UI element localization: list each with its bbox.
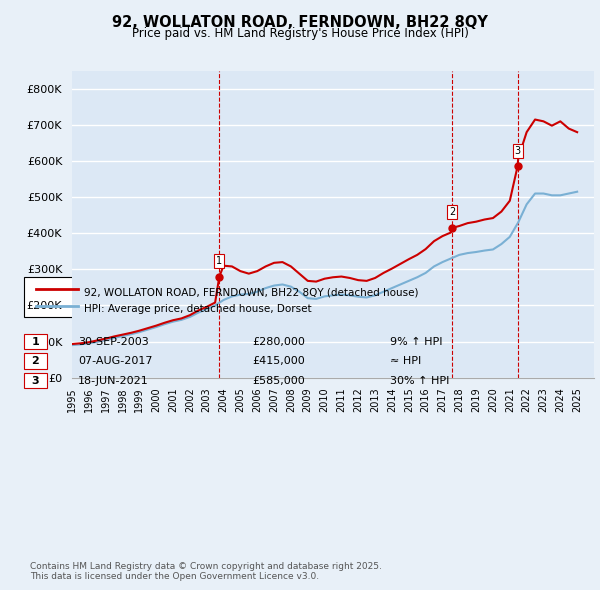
- Text: 9% ↑ HPI: 9% ↑ HPI: [390, 337, 443, 346]
- Text: 1: 1: [32, 337, 39, 346]
- Text: £280,000: £280,000: [252, 337, 305, 346]
- Text: 2: 2: [32, 356, 39, 366]
- Text: 3: 3: [32, 376, 39, 385]
- Text: 92, WOLLATON ROAD, FERNDOWN, BH22 8QY: 92, WOLLATON ROAD, FERNDOWN, BH22 8QY: [112, 15, 488, 30]
- Text: HPI: Average price, detached house, Dorset: HPI: Average price, detached house, Dors…: [84, 304, 311, 313]
- Text: 1: 1: [216, 255, 223, 266]
- Text: £415,000: £415,000: [252, 356, 305, 366]
- Text: ≈ HPI: ≈ HPI: [390, 356, 421, 366]
- Text: 3: 3: [514, 146, 521, 156]
- Text: 07-AUG-2017: 07-AUG-2017: [78, 356, 152, 366]
- Text: £585,000: £585,000: [252, 376, 305, 385]
- Text: 18-JUN-2021: 18-JUN-2021: [78, 376, 149, 385]
- Text: 30-SEP-2003: 30-SEP-2003: [78, 337, 149, 346]
- Text: 92, WOLLATON ROAD, FERNDOWN, BH22 8QY (detached house): 92, WOLLATON ROAD, FERNDOWN, BH22 8QY (d…: [84, 287, 419, 297]
- Text: Contains HM Land Registry data © Crown copyright and database right 2025.
This d: Contains HM Land Registry data © Crown c…: [30, 562, 382, 581]
- Text: Price paid vs. HM Land Registry's House Price Index (HPI): Price paid vs. HM Land Registry's House …: [131, 27, 469, 40]
- Text: 30% ↑ HPI: 30% ↑ HPI: [390, 376, 449, 385]
- Text: 2: 2: [449, 207, 455, 217]
